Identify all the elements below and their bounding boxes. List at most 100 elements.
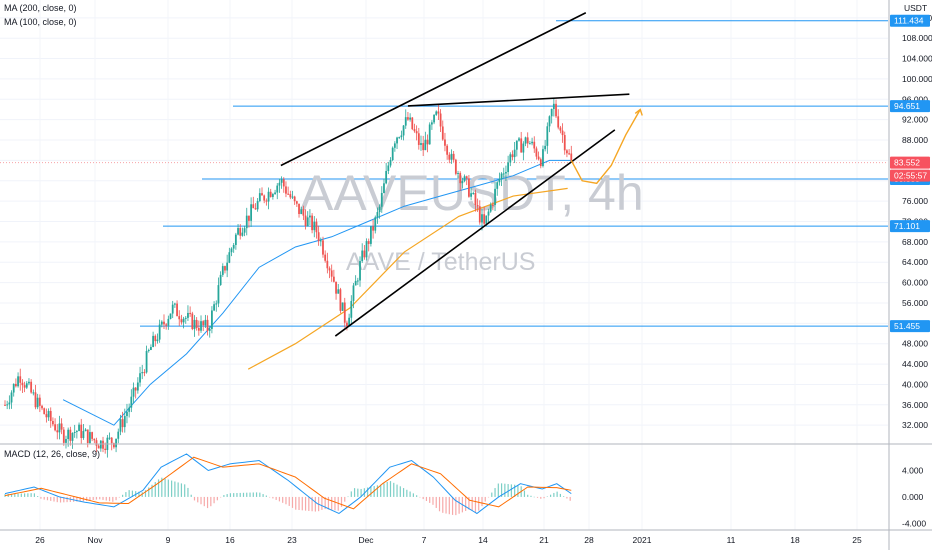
candle-body bbox=[115, 438, 117, 448]
price-tick-label: 32.000 bbox=[902, 420, 928, 430]
macd-histogram-bar bbox=[105, 496, 107, 501]
macd-histogram-bar bbox=[360, 488, 362, 497]
macd-histogram-bar bbox=[92, 496, 94, 501]
macd-histogram-bar bbox=[174, 481, 176, 497]
candle-body bbox=[439, 113, 442, 127]
candle-body bbox=[293, 196, 296, 202]
candle-body bbox=[570, 153, 573, 161]
candle-body bbox=[200, 321, 202, 331]
candle-body bbox=[343, 302, 346, 323]
candle-body bbox=[271, 194, 274, 197]
candle-body bbox=[542, 149, 544, 167]
macd-histogram-bar bbox=[122, 494, 124, 497]
level-tag-bg bbox=[890, 220, 930, 233]
candle-body bbox=[396, 137, 398, 144]
trendlines[interactable] bbox=[280, 12, 630, 337]
candle-body bbox=[43, 408, 46, 415]
macd-histogram-bar bbox=[223, 495, 225, 497]
time-tick-label: 9 bbox=[166, 535, 171, 545]
macd-histogram-bar bbox=[239, 492, 241, 497]
macd-histogram-bar bbox=[419, 496, 421, 498]
candle-body bbox=[145, 350, 148, 373]
candle-body bbox=[348, 317, 351, 327]
candle-body bbox=[156, 339, 159, 342]
candle-body bbox=[563, 135, 566, 151]
macd-histogram-bar bbox=[17, 493, 19, 497]
macd-histogram-bar bbox=[190, 494, 192, 497]
macd-histogram-bar bbox=[324, 496, 326, 510]
candle-body bbox=[248, 215, 250, 221]
candle-body bbox=[252, 204, 255, 209]
candle-body bbox=[32, 392, 35, 394]
macd-histogram-bar bbox=[523, 490, 526, 497]
price-tick-label: 88.000 bbox=[902, 135, 928, 145]
candle-body bbox=[496, 182, 499, 189]
time-tick-label: 25 bbox=[852, 535, 862, 545]
macd-histogram-bar bbox=[465, 496, 467, 511]
candle-body bbox=[415, 131, 418, 134]
candle-body bbox=[417, 133, 420, 145]
macd-histogram-bar bbox=[298, 496, 300, 511]
macd-histogram-bar bbox=[203, 496, 205, 507]
macd-histogram-bar bbox=[128, 490, 130, 497]
candle-body bbox=[426, 139, 429, 145]
candle-body bbox=[559, 127, 562, 131]
candle-body bbox=[474, 193, 477, 206]
macd-histogram-bar bbox=[285, 496, 287, 505]
candle-body bbox=[502, 173, 505, 175]
candle-body bbox=[206, 319, 209, 331]
candle-body bbox=[80, 424, 83, 439]
candle-body bbox=[350, 300, 353, 318]
macd-histogram-bar bbox=[197, 496, 199, 503]
candle-body bbox=[489, 204, 492, 212]
macd-histogram-bar bbox=[370, 486, 372, 497]
macd-tick-label: -4.000 bbox=[902, 518, 926, 528]
legend-macd[interactable]: MACD (12, 26, close, 9) bbox=[4, 449, 101, 459]
candle-body bbox=[245, 215, 248, 229]
candle-body bbox=[437, 111, 440, 114]
candle-body bbox=[411, 117, 414, 130]
candle-body bbox=[505, 172, 507, 174]
candle-body bbox=[93, 438, 96, 441]
macd-histogram-bar bbox=[350, 491, 352, 497]
candle-body bbox=[38, 397, 41, 406]
macd-histogram-bar bbox=[40, 496, 42, 499]
macd-histogram-bar bbox=[7, 494, 9, 497]
legend-ma100[interactable]: MA (100, close, 0) bbox=[4, 17, 77, 27]
macd-histogram-bar bbox=[112, 496, 114, 502]
candle-body bbox=[219, 274, 222, 286]
macd-histogram-bar bbox=[63, 496, 65, 503]
macd-histogram-bar bbox=[30, 493, 32, 497]
level-tag: 94.651 bbox=[894, 101, 920, 111]
macd-histogram-bar bbox=[213, 496, 215, 504]
candle-body bbox=[104, 448, 107, 450]
watermark: AAVEUSDT, 4h AAVE / TetherUS bbox=[300, 165, 644, 276]
candle-body bbox=[313, 221, 316, 231]
macd-histogram-bar bbox=[432, 496, 434, 505]
macd-histogram-bar bbox=[115, 496, 117, 501]
macd-histogram-bar bbox=[412, 493, 414, 497]
candle-body bbox=[258, 193, 261, 202]
candle-body bbox=[528, 143, 531, 145]
legend-ma200[interactable]: MA (200, close, 0) bbox=[4, 3, 77, 13]
macd-histogram-bar bbox=[308, 496, 310, 511]
candle-body bbox=[189, 312, 192, 314]
candle-body bbox=[476, 205, 479, 207]
time-axis[interactable]: 26 Nov 9 16 23 Dec 7 14 21 28 2021 11 18 25 bbox=[35, 535, 862, 545]
candle-body bbox=[241, 232, 244, 236]
macd-histogram-bar bbox=[383, 483, 385, 497]
macd-histogram-bar bbox=[246, 492, 248, 497]
candle-body bbox=[143, 372, 146, 374]
candle-body bbox=[413, 129, 416, 132]
macd-histogram-bar bbox=[76, 496, 78, 502]
macd-histogram-bar bbox=[24, 493, 26, 497]
macd-histogram-bar bbox=[10, 493, 13, 497]
candle-body bbox=[49, 410, 52, 422]
candle-body bbox=[324, 254, 327, 261]
trendline bbox=[334, 129, 616, 337]
candle-body bbox=[121, 419, 124, 428]
price-tick-label: 76.000 bbox=[902, 196, 928, 206]
macd-histogram-bar bbox=[386, 481, 388, 497]
candle-body bbox=[409, 117, 412, 120]
